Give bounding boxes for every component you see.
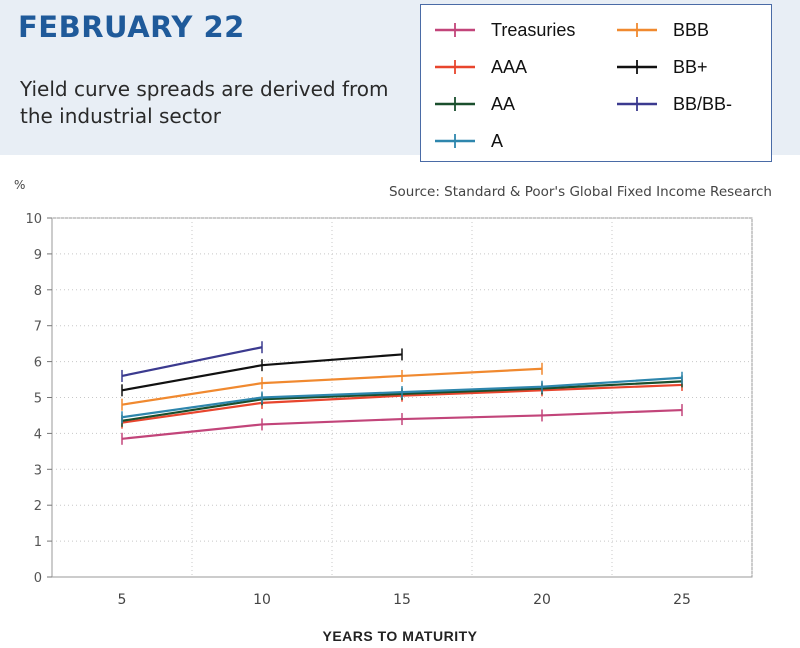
x-tick-label: 20 [533, 592, 551, 608]
legend-swatch [435, 134, 475, 148]
y-tick-label: 10 [25, 212, 42, 227]
y-tick-label: 8 [34, 284, 42, 299]
legend-swatch [435, 23, 475, 37]
legend-item: BB+ [615, 56, 708, 78]
legend-item: BB/BB- [615, 93, 732, 115]
legend-label: A [491, 130, 504, 151]
legend-label: AA [491, 93, 516, 114]
y-tick-label: 7 [34, 320, 42, 335]
x-tick-label: 10 [253, 592, 271, 608]
legend-item: Treasuries [433, 19, 575, 41]
y-tick-label: 2 [34, 499, 42, 514]
x-tick-label: 5 [118, 592, 127, 608]
y-tick-label: 6 [34, 356, 42, 371]
legend-swatch [435, 97, 475, 111]
page-title: FEBRUARY 22 [18, 10, 245, 44]
legend-swatch [617, 23, 657, 37]
legend-label: BB/BB- [673, 93, 733, 114]
legend-item: AAA [433, 56, 527, 78]
legend-swatch [617, 60, 657, 74]
series-line [121, 367, 543, 406]
y-axis-unit-label: % [14, 178, 26, 192]
legend-item: BBB [615, 19, 709, 41]
legend-label: Treasuries [491, 19, 576, 40]
y-tick-label: 4 [34, 427, 42, 442]
y-tick-label: 0 [34, 571, 42, 586]
source-note: Source: Standard & Poor's Global Fixed I… [388, 184, 772, 200]
chart-subtitle: Yield curve spreads are derived from the… [20, 77, 389, 128]
x-tick-label: 15 [393, 592, 411, 608]
legend-label: BBB [673, 19, 710, 40]
legend-item: A [433, 130, 503, 152]
y-tick-label: 5 [34, 392, 42, 407]
legend-swatch [617, 97, 657, 111]
x-axis-title: YEARS TO MATURITY [322, 628, 478, 644]
x-tick-label: 25 [673, 592, 691, 608]
legend-item: AA [433, 93, 515, 115]
y-tick-label: 1 [34, 535, 42, 550]
legend-label: AAA [491, 56, 528, 77]
y-tick-label: 3 [34, 463, 42, 478]
chart-legend: Treasuries AAA AA A BBB BB+ BB/BB- [420, 4, 772, 162]
series-line [121, 346, 263, 378]
legend-label: BB+ [673, 56, 708, 77]
legend-swatch [435, 60, 475, 74]
y-tick-label: 9 [34, 248, 42, 263]
